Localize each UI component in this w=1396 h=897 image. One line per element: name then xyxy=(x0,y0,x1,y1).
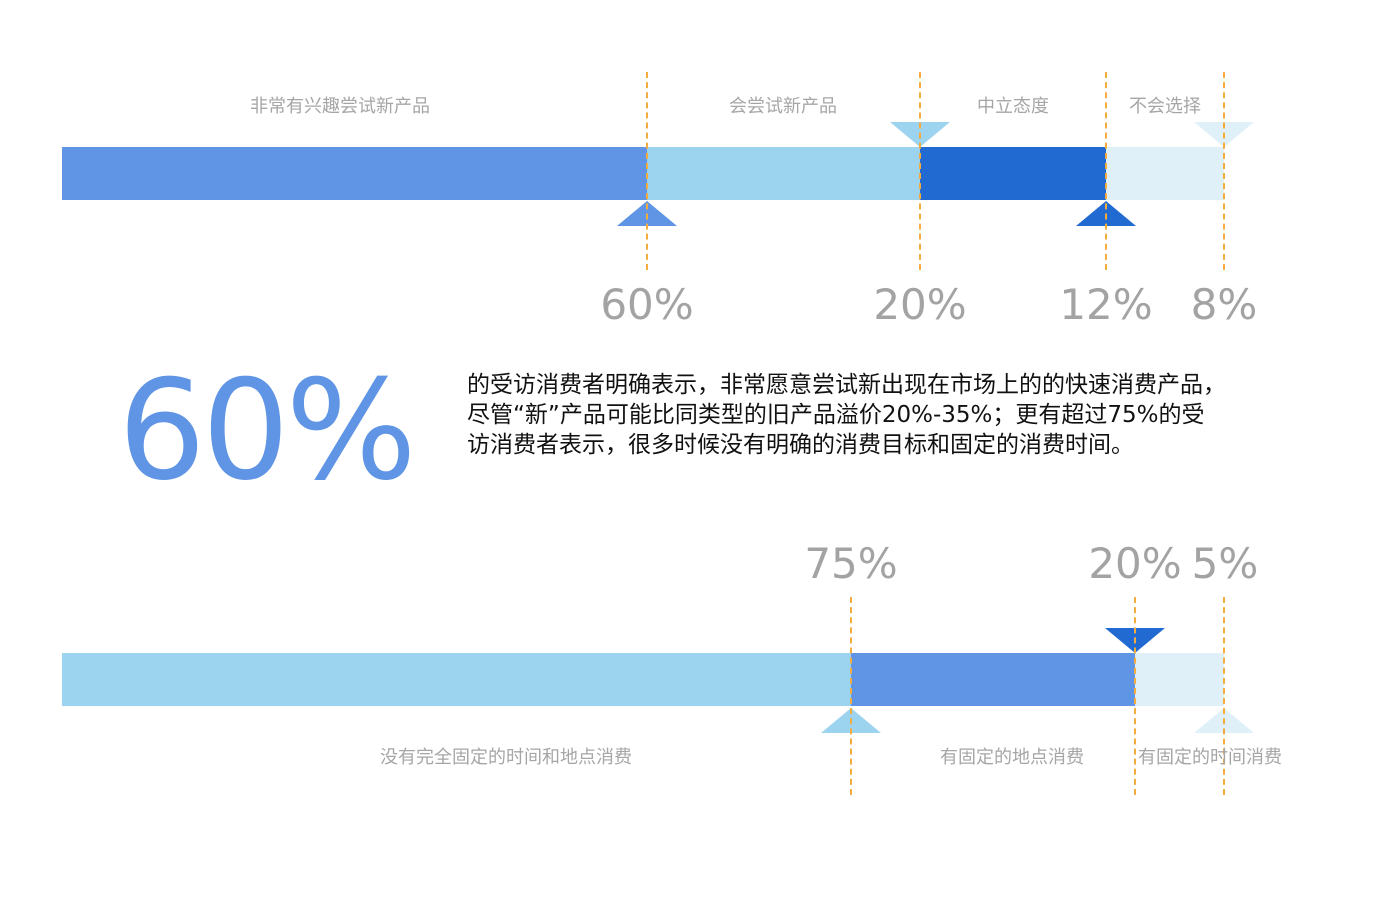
segment-percent: 20% xyxy=(873,280,967,329)
segment-label: 有固定的地点消费 xyxy=(940,747,1084,768)
segment-label: 有固定的时间消费 xyxy=(1138,747,1282,768)
segment-no-fixed xyxy=(62,653,851,706)
segment-percent: 20% xyxy=(1088,539,1182,588)
segment-percent: 60% xyxy=(600,280,694,329)
divider-line xyxy=(850,597,852,795)
segment-would-try xyxy=(647,147,920,200)
description-text: 的受访消费者明确表示，非常愿意尝试新出现在市场上的的快速消费产品，尽管“新”产品… xyxy=(467,372,1226,458)
segment-would-not xyxy=(1106,147,1224,200)
segment-fixed-place xyxy=(851,653,1135,706)
segment-label: 不会选择 xyxy=(1129,96,1201,117)
divider-line xyxy=(646,72,648,270)
divider-line xyxy=(1134,597,1136,795)
segment-percent: 5% xyxy=(1191,539,1259,588)
divider-line xyxy=(1223,597,1225,795)
segment-percent: 12% xyxy=(1059,280,1153,329)
segment-label: 中立态度 xyxy=(977,96,1049,117)
divider-line xyxy=(1223,72,1225,270)
segment-label: 没有完全固定的时间和地点消费 xyxy=(380,747,632,768)
segment-label: 会尝试新产品 xyxy=(729,96,837,117)
segment-label: 非常有兴趣尝试新产品 xyxy=(250,96,430,117)
segment-fixed-time xyxy=(1135,653,1224,706)
segment-percent: 8% xyxy=(1190,280,1258,329)
segment-very-interested xyxy=(62,147,647,200)
segment-neutral xyxy=(920,147,1106,200)
divider-line xyxy=(919,72,921,270)
big-percent: 60% xyxy=(118,350,417,511)
segment-percent: 75% xyxy=(804,539,898,588)
divider-line xyxy=(1105,72,1107,270)
